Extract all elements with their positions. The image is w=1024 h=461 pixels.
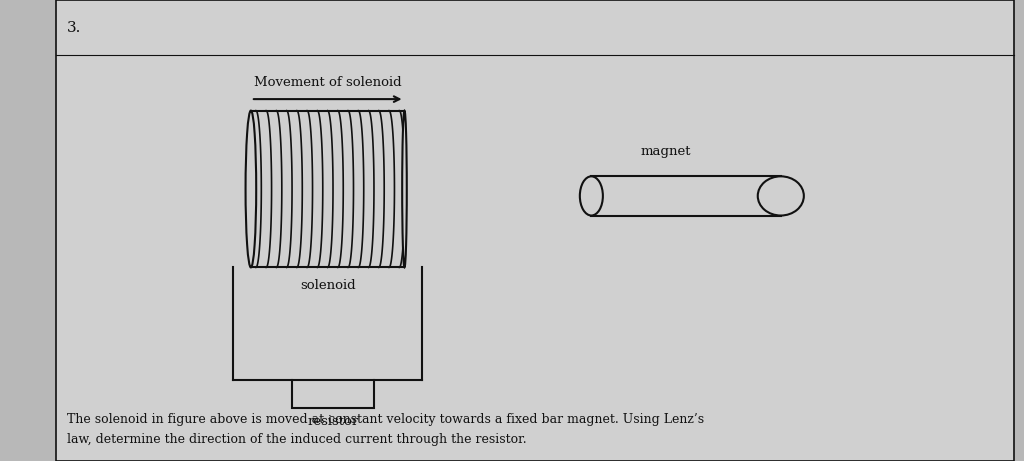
Text: law, determine the direction of the induced current through the resistor.: law, determine the direction of the indu… [67,433,526,446]
Text: solenoid: solenoid [300,279,355,292]
Text: 3.: 3. [67,21,81,35]
Text: The solenoid in figure above is moved at constant velocity towards a fixed bar m: The solenoid in figure above is moved at… [67,413,703,426]
Text: Movement of solenoid: Movement of solenoid [254,76,401,89]
Ellipse shape [402,111,407,267]
Text: magnet: magnet [640,145,691,158]
Ellipse shape [580,177,603,216]
Bar [592,177,780,216]
Text: S: S [610,189,621,203]
Bar [251,111,404,267]
Ellipse shape [758,177,804,216]
Bar [292,380,374,408]
Ellipse shape [246,111,256,267]
Text: resistor: resistor [307,415,358,428]
